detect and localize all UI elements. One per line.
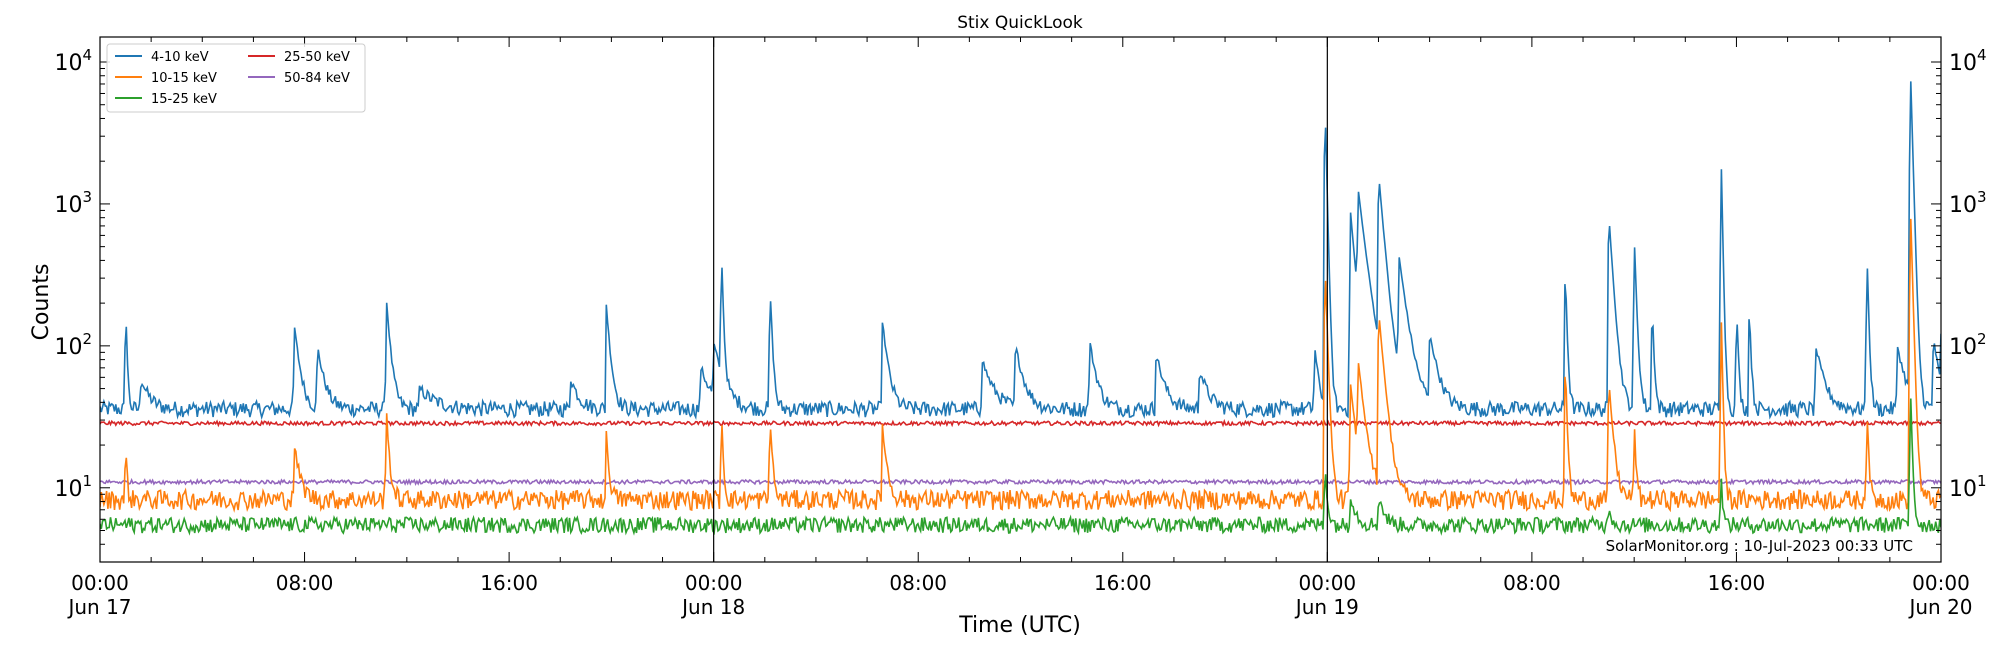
x-tick-label: 00:00 <box>71 571 129 595</box>
x-tick-label: 16:00 <box>1708 571 1766 595</box>
legend-box <box>106 43 366 113</box>
legend-label: 4-10 keV <box>151 50 209 65</box>
y-tick-label-right: 104 <box>1949 46 1987 76</box>
y-tick-label-right: 103 <box>1949 188 1987 218</box>
legend-label: 10-15 keV <box>151 71 217 86</box>
x-axis-label: Time (UTC) <box>958 613 1081 638</box>
chart-title: Stix QuickLook <box>957 13 1083 33</box>
series-line-4-10-kev <box>100 81 1941 421</box>
y-tick-label-left: 102 <box>54 330 92 360</box>
x-tick-label: 16:00 <box>1094 571 1152 595</box>
legend-label: 50-84 keV <box>284 71 350 86</box>
x-tick-date-label: Jun 19 <box>1294 595 1359 619</box>
series-layer <box>100 81 1941 536</box>
y-tick-label-left: 101 <box>54 472 92 502</box>
x-tick-date-label: Jun 17 <box>66 595 131 619</box>
watermark: SolarMonitor.org : 10-Jul-2023 00:33 UTC <box>1606 537 1913 555</box>
y-tick-label-left: 104 <box>54 46 92 76</box>
x-tick-date-label: Jun 20 <box>1907 595 1972 619</box>
x-tick-label: 00:00 <box>1912 571 1970 595</box>
x-tick-label: 00:00 <box>685 571 743 595</box>
y-axis-label: Counts <box>29 264 54 341</box>
legend: 4-10 keV 10-15 keV 15-25 keV 25-50 keV 50-84… <box>106 43 366 113</box>
x-tick-date-label: Jun 18 <box>680 595 745 619</box>
legend-label: 25-50 keV <box>284 50 350 65</box>
legend-label: 15-25 keV <box>151 92 217 107</box>
x-tick-label: 00:00 <box>1299 571 1357 595</box>
series-line-50-84-kev <box>100 477 1941 487</box>
x-tick-label: 08:00 <box>1503 571 1561 595</box>
y-tick-label-right: 102 <box>1949 330 1987 360</box>
series-line-15-25-kev <box>100 398 1941 536</box>
x-tick-label: 16:00 <box>480 571 538 595</box>
x-tick-label: 08:00 <box>889 571 947 595</box>
x-tick-label: 08:00 <box>276 571 334 595</box>
y-tick-label-left: 103 <box>54 188 92 218</box>
y-tick-label-right: 101 <box>1949 472 1987 502</box>
series-line-25-50-kev <box>100 418 1941 428</box>
series-line-10-15-kev <box>100 218 1941 513</box>
